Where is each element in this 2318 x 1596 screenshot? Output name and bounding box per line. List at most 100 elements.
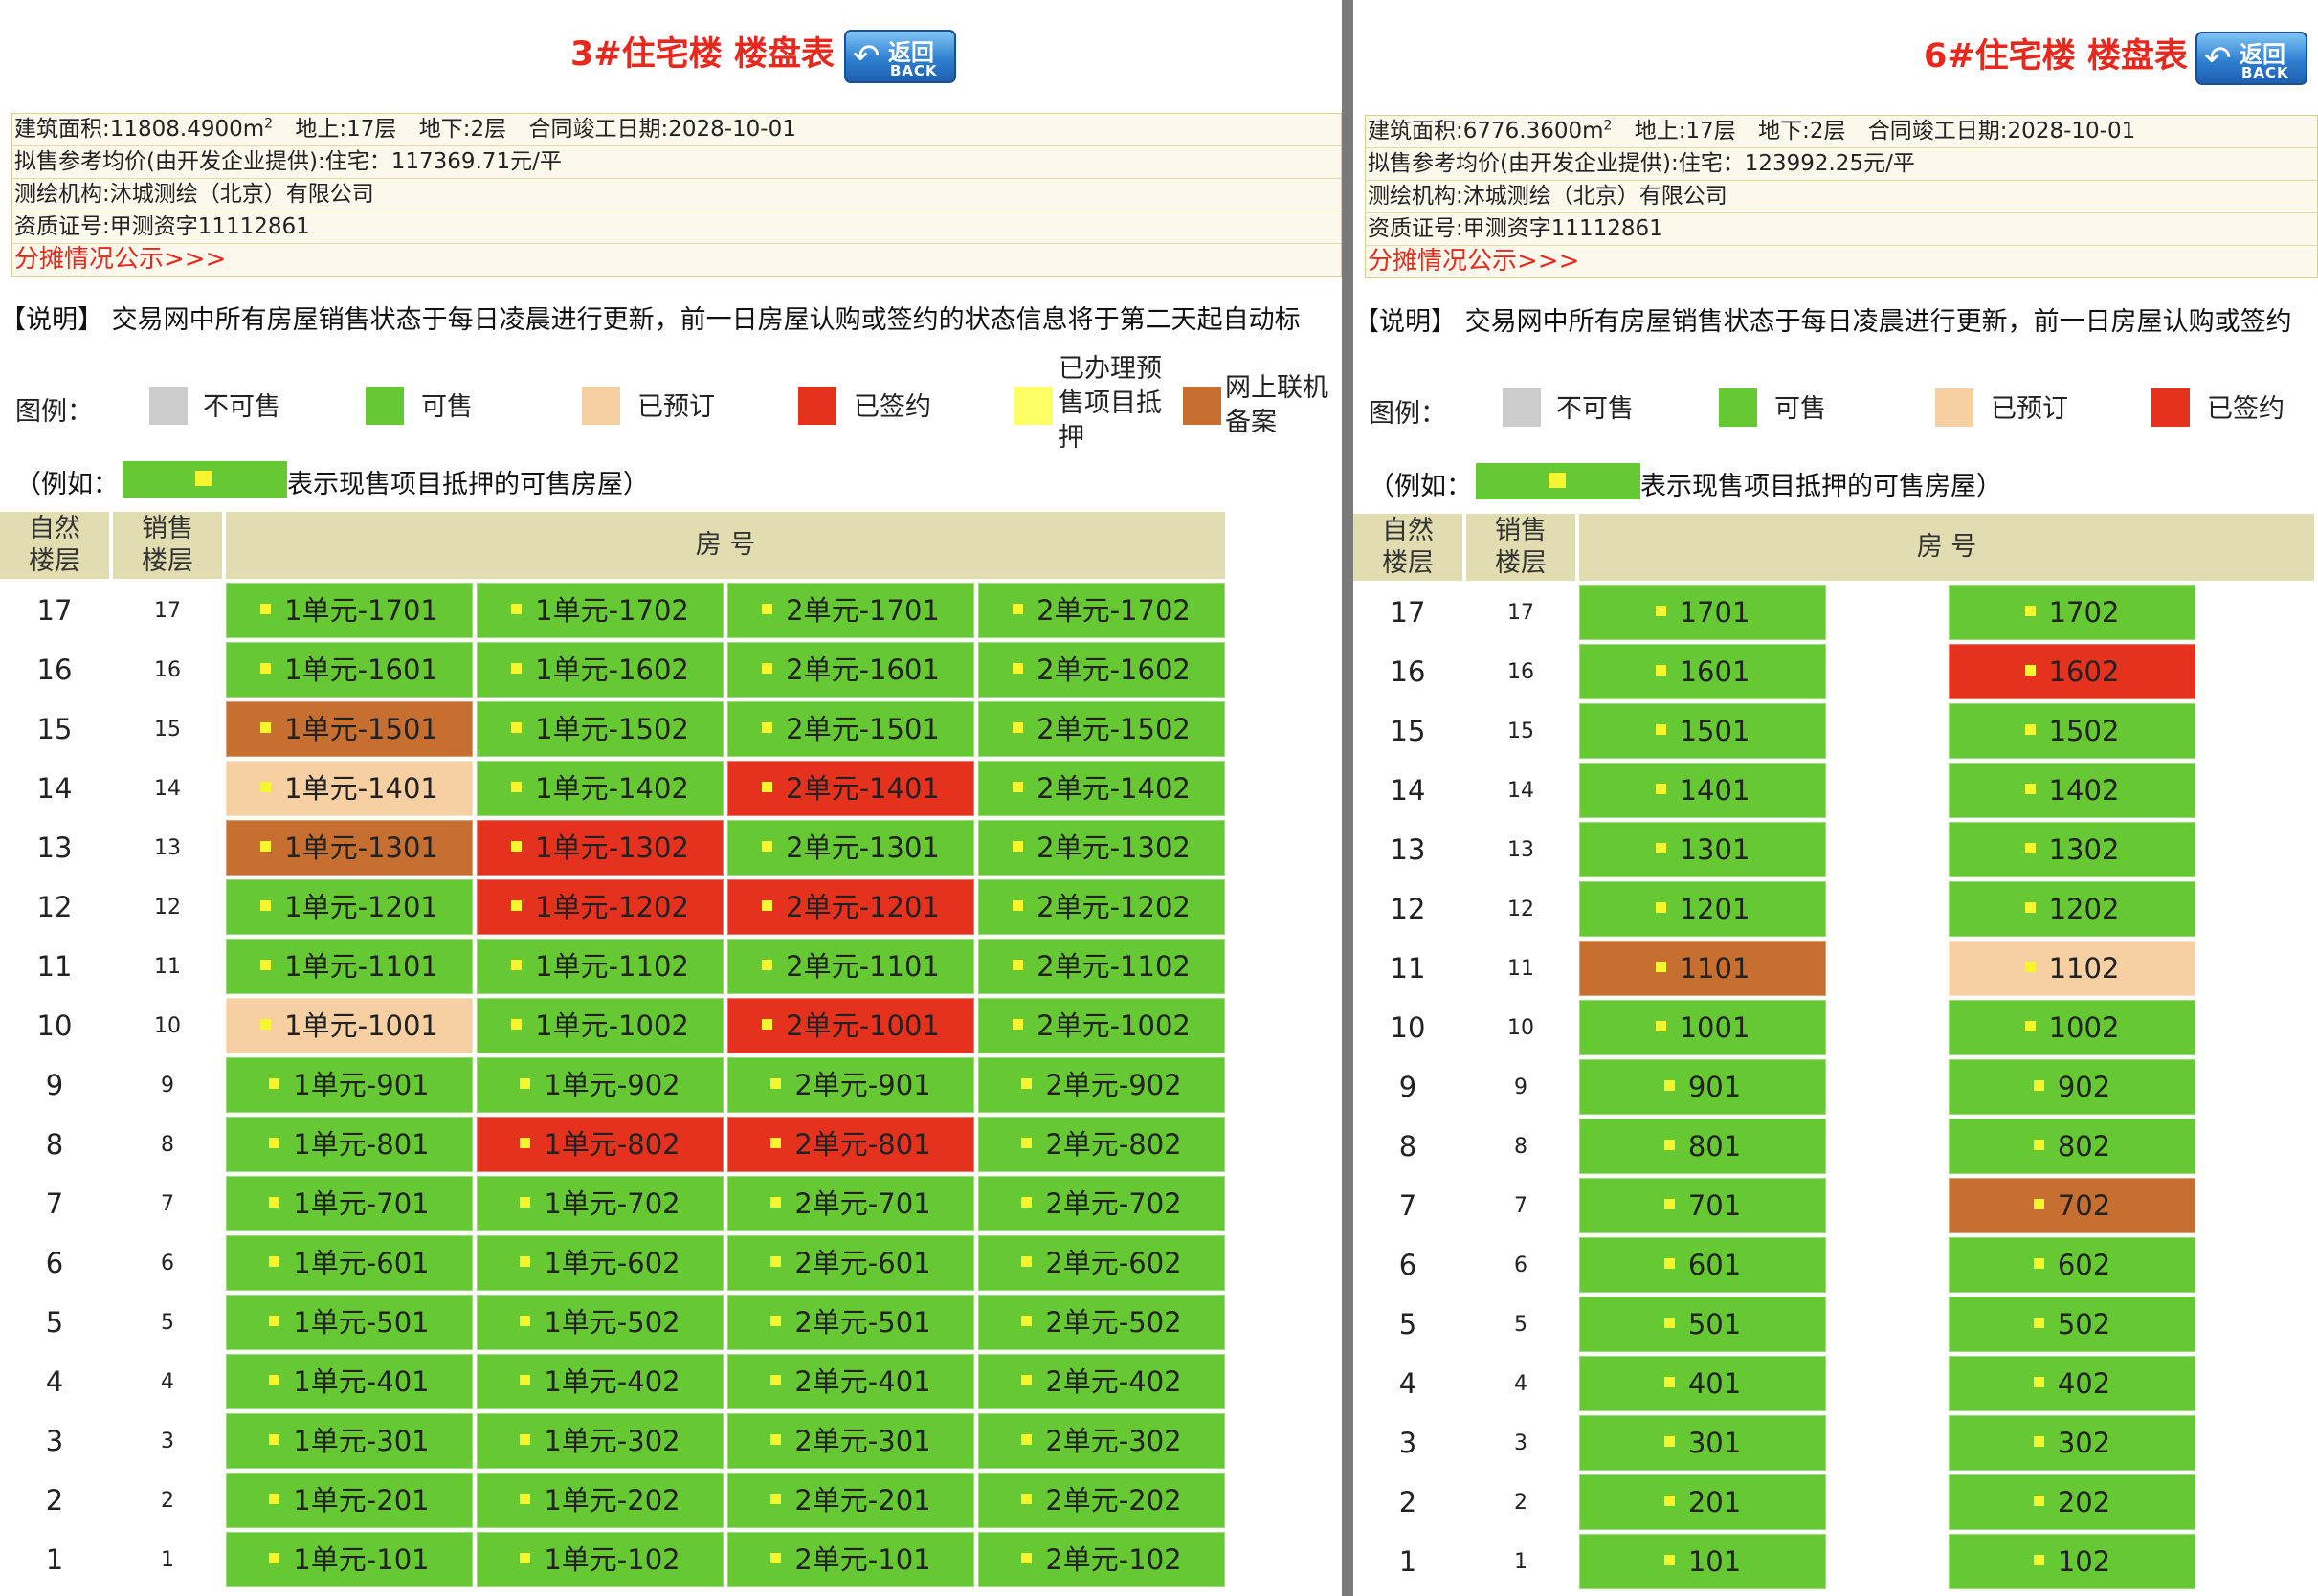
room-avail[interactable]: 2单元-1501 <box>727 701 974 757</box>
room-signed[interactable]: 2单元-1001 <box>727 998 974 1053</box>
room-avail[interactable]: 1单元-302 <box>477 1413 724 1469</box>
room-avail[interactable]: 2单元-302 <box>978 1413 1225 1469</box>
room-avail[interactable]: 2单元-702 <box>978 1176 1225 1231</box>
room-avail[interactable]: 1002 <box>1949 1000 2195 1055</box>
room-signed[interactable]: 1单元-1202 <box>477 879 724 935</box>
room-avail[interactable]: 2单元-1102 <box>978 939 1225 994</box>
room-avail[interactable]: 2单元-301 <box>727 1413 974 1469</box>
room-avail[interactable]: 301 <box>1579 1415 1826 1471</box>
room-avail[interactable]: 1单元-502 <box>477 1295 724 1350</box>
room-avail[interactable]: 1001 <box>1579 1000 1826 1055</box>
room-avail[interactable]: 2单元-601 <box>727 1235 974 1291</box>
back-button[interactable]: ↶ 返回 BACK <box>2195 32 2307 85</box>
room-avail[interactable]: 1601 <box>1579 644 1826 699</box>
room-avail[interactable]: 2单元-602 <box>978 1235 1225 1291</box>
room-avail[interactable]: 602 <box>1949 1237 2195 1293</box>
room-reserved[interactable]: 1单元-1401 <box>226 761 473 816</box>
room-avail[interactable]: 902 <box>1949 1059 2195 1115</box>
room-avail[interactable]: 1单元-1602 <box>477 642 724 698</box>
room-avail[interactable]: 2单元-201 <box>727 1473 974 1528</box>
share-disclosure-link[interactable]: 分摊情况公示>>> <box>1368 247 1580 276</box>
room-avail[interactable]: 102 <box>1949 1534 2195 1589</box>
room-filed[interactable]: 1101 <box>1579 941 1826 996</box>
room-avail[interactable]: 2单元-1302 <box>978 820 1225 876</box>
room-avail[interactable]: 2单元-1702 <box>978 583 1225 638</box>
room-avail[interactable]: 1501 <box>1579 703 1826 759</box>
room-signed[interactable]: 1单元-802 <box>477 1117 724 1172</box>
room-avail[interactable]: 1502 <box>1949 703 2195 759</box>
room-avail[interactable]: 1单元-402 <box>477 1354 724 1409</box>
room-avail[interactable]: 1单元-301 <box>226 1413 473 1469</box>
room-avail[interactable]: 2单元-901 <box>727 1057 974 1113</box>
room-avail[interactable]: 801 <box>1579 1119 1826 1174</box>
room-signed[interactable]: 2单元-801 <box>727 1117 974 1172</box>
room-avail[interactable]: 1202 <box>1949 881 2195 937</box>
room-avail[interactable]: 2单元-1002 <box>978 998 1225 1053</box>
room-avail[interactable]: 2单元-1602 <box>978 642 1225 698</box>
room-avail[interactable]: 2单元-1701 <box>727 583 974 638</box>
room-avail[interactable]: 1701 <box>1579 585 1826 640</box>
room-reserved[interactable]: 1单元-1001 <box>226 998 473 1053</box>
room-signed[interactable]: 1602 <box>1949 644 2195 699</box>
room-avail[interactable]: 1单元-1701 <box>226 583 473 638</box>
room-avail[interactable]: 1单元-901 <box>226 1057 473 1113</box>
room-avail[interactable]: 2单元-101 <box>727 1532 974 1587</box>
room-avail[interactable]: 2单元-1202 <box>978 879 1225 935</box>
share-disclosure-link[interactable]: 分摊情况公示>>> <box>14 245 227 274</box>
room-avail[interactable]: 1单元-702 <box>477 1176 724 1231</box>
room-avail[interactable]: 2单元-502 <box>978 1295 1225 1350</box>
room-avail[interactable]: 1单元-1102 <box>477 939 724 994</box>
room-reserved[interactable]: 1102 <box>1949 941 2195 996</box>
room-avail[interactable]: 1301 <box>1579 822 1826 877</box>
room-avail[interactable]: 201 <box>1579 1474 1826 1530</box>
room-signed[interactable]: 2单元-1401 <box>727 761 974 816</box>
room-avail[interactable]: 1单元-1702 <box>477 583 724 638</box>
room-avail[interactable]: 202 <box>1949 1474 2195 1530</box>
room-avail[interactable]: 101 <box>1579 1534 1826 1589</box>
room-avail[interactable]: 1201 <box>1579 881 1826 937</box>
room-avail[interactable]: 502 <box>1949 1297 2195 1352</box>
room-avail[interactable]: 701 <box>1579 1178 1826 1233</box>
room-avail[interactable]: 1单元-1002 <box>477 998 724 1053</box>
back-button[interactable]: ↶ 返回 BACK <box>844 30 956 83</box>
room-avail[interactable]: 2单元-1601 <box>727 642 974 698</box>
room-avail[interactable]: 1单元-1601 <box>226 642 473 698</box>
room-avail[interactable]: 1单元-101 <box>226 1532 473 1587</box>
room-avail[interactable]: 2单元-1301 <box>727 820 974 876</box>
room-avail[interactable]: 1单元-1201 <box>226 879 473 935</box>
room-avail[interactable]: 2单元-401 <box>727 1354 974 1409</box>
room-avail[interactable]: 1单元-401 <box>226 1354 473 1409</box>
room-avail[interactable]: 901 <box>1579 1059 1826 1115</box>
room-avail[interactable]: 2单元-902 <box>978 1057 1225 1113</box>
room-avail[interactable]: 2单元-1502 <box>978 701 1225 757</box>
room-avail[interactable]: 402 <box>1949 1356 2195 1411</box>
room-avail[interactable]: 1单元-201 <box>226 1473 473 1528</box>
room-avail[interactable]: 2单元-501 <box>727 1295 974 1350</box>
room-avail[interactable]: 1单元-202 <box>477 1473 724 1528</box>
room-signed[interactable]: 1单元-1302 <box>477 820 724 876</box>
room-avail[interactable]: 501 <box>1579 1297 1826 1352</box>
room-avail[interactable]: 1单元-701 <box>226 1176 473 1231</box>
room-avail[interactable]: 401 <box>1579 1356 1826 1411</box>
room-filed[interactable]: 1单元-1301 <box>226 820 473 876</box>
room-avail[interactable]: 1702 <box>1949 585 2195 640</box>
room-avail[interactable]: 2单元-802 <box>978 1117 1225 1172</box>
room-avail[interactable]: 1单元-1101 <box>226 939 473 994</box>
room-filed[interactable]: 1单元-1501 <box>226 701 473 757</box>
room-avail[interactable]: 2单元-402 <box>978 1354 1225 1409</box>
room-avail[interactable]: 1单元-501 <box>226 1295 473 1350</box>
room-avail[interactable]: 1单元-102 <box>477 1532 724 1587</box>
room-avail[interactable]: 802 <box>1949 1119 2195 1174</box>
room-avail[interactable]: 601 <box>1579 1237 1826 1293</box>
room-avail[interactable]: 1302 <box>1949 822 2195 877</box>
room-avail[interactable]: 1单元-1402 <box>477 761 724 816</box>
room-avail[interactable]: 2单元-1101 <box>727 939 974 994</box>
room-avail[interactable]: 2单元-1402 <box>978 761 1225 816</box>
room-avail[interactable]: 2单元-102 <box>978 1532 1225 1587</box>
room-avail[interactable]: 1单元-1502 <box>477 701 724 757</box>
room-avail[interactable]: 1402 <box>1949 763 2195 818</box>
room-signed[interactable]: 2单元-1201 <box>727 879 974 935</box>
room-avail[interactable]: 1单元-902 <box>477 1057 724 1113</box>
room-avail[interactable]: 1401 <box>1579 763 1826 818</box>
room-avail[interactable]: 1单元-601 <box>226 1235 473 1291</box>
